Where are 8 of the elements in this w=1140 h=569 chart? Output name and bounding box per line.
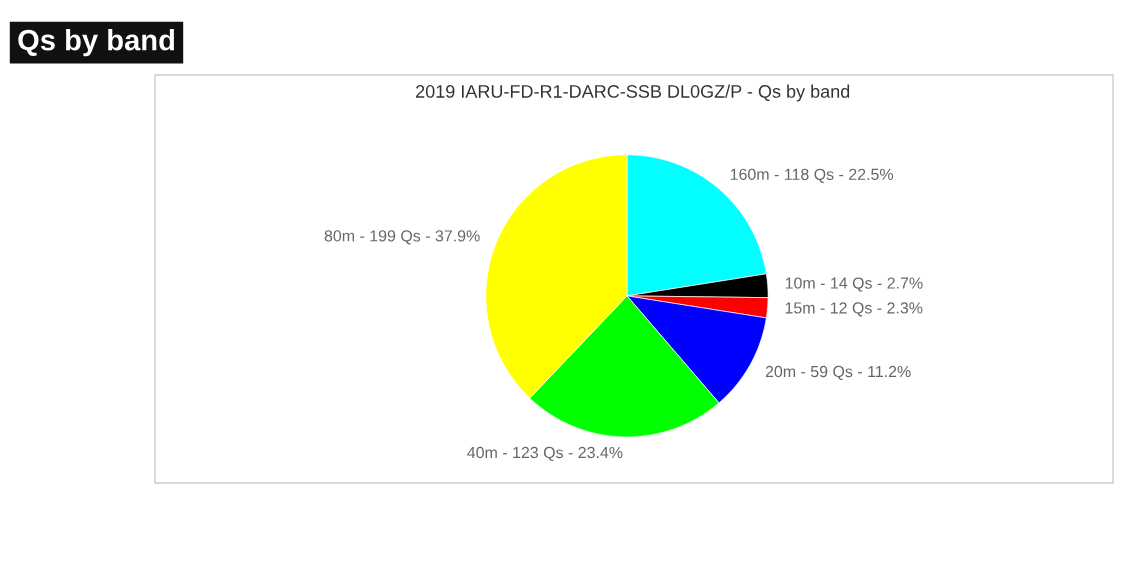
chart-subtitle: 2019 IARU-FD-R1-DARC-SSB DL0GZ/P - Qs by band (416, 84, 850, 102)
slice-label: 20m - 59 Qs - 11.2% (765, 365, 911, 381)
chart-title: Qs by band (18, 29, 174, 57)
slice-label: 40m - 123 Qs - 23.4% (467, 446, 623, 462)
slice-label: 10m - 14 Qs - 2.7% (785, 277, 923, 292)
slice-label: 160m - 118 Qs - 22.5% (730, 168, 894, 183)
slice-label: 80m - 199 Qs - 37.9% (324, 230, 480, 245)
slice-label: 15m - 12 Qs - 2.3% (785, 302, 923, 317)
